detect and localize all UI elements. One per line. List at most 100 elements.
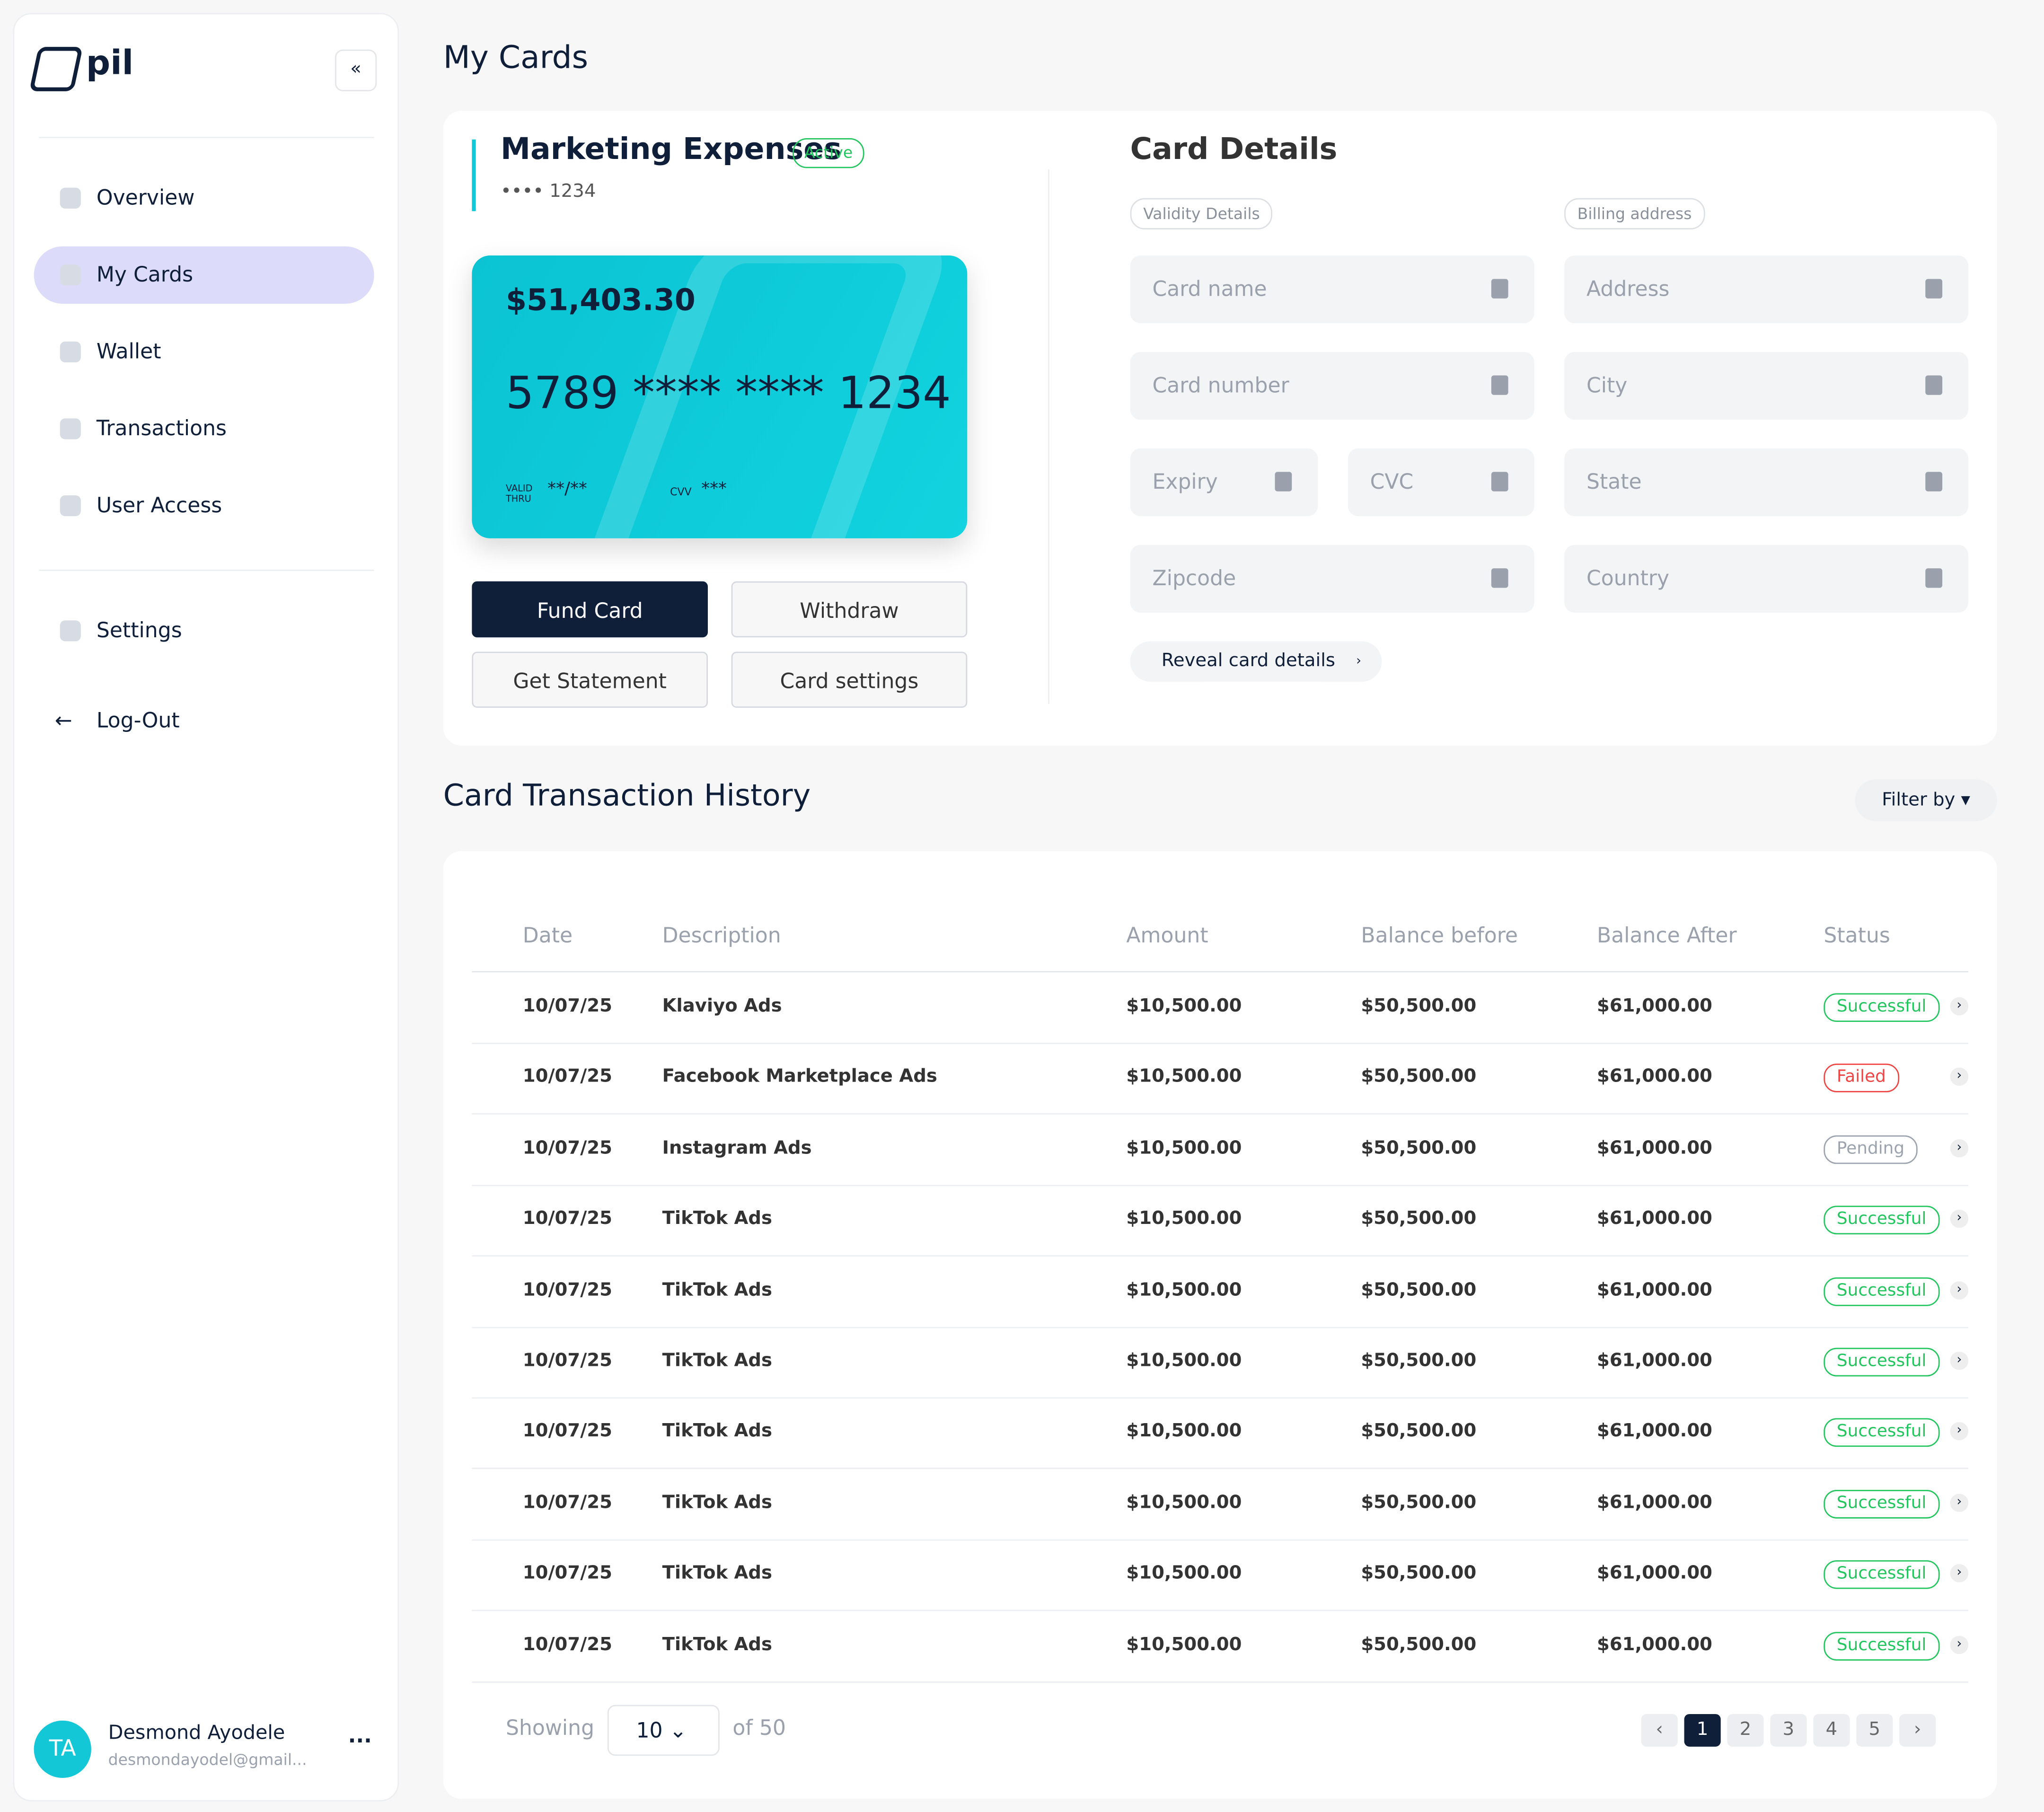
table-cell: 10/07/25 xyxy=(522,1634,613,1655)
table-cell: $50,500.00 xyxy=(1361,1563,1477,1584)
copy-icon[interactable] xyxy=(1491,568,1508,588)
input-field[interactable]: CVC xyxy=(1348,448,1534,517)
row-arrow[interactable]: › xyxy=(1950,1281,1969,1299)
sidebar xyxy=(13,13,399,1802)
row-rule xyxy=(472,1043,1969,1044)
page-title: My Cards xyxy=(443,39,589,76)
copy-icon[interactable] xyxy=(1925,375,1943,395)
status-badge: Successful xyxy=(1824,1276,1939,1306)
table-cell: $10,500.00 xyxy=(1126,1279,1242,1301)
valid: **/** xyxy=(547,479,587,500)
nav-label: Transactions xyxy=(96,415,227,441)
page-size-select[interactable]: 10 ⌄ xyxy=(607,1705,720,1756)
reveal-button[interactable]: Reveal card details › xyxy=(1130,641,1383,682)
collapse-button[interactable]: « xyxy=(335,49,377,91)
table-cell: $10,500.00 xyxy=(1126,1634,1242,1655)
next-page[interactable]: › xyxy=(1899,1714,1936,1747)
copy-icon[interactable] xyxy=(1925,472,1943,492)
page-button[interactable]: 2 xyxy=(1727,1714,1764,1747)
table-cell: TikTok Ads xyxy=(662,1421,772,1443)
reveal-label: Reveal card details xyxy=(1161,650,1336,671)
status-badge: Successful xyxy=(1824,1489,1939,1519)
row-arrow[interactable]: › xyxy=(1950,1210,1969,1228)
action-button[interactable]: Card settings xyxy=(731,651,968,708)
input-field[interactable]: Card name xyxy=(1130,255,1534,324)
copy-icon[interactable] xyxy=(1491,375,1508,395)
input-field[interactable]: Expiry xyxy=(1130,448,1318,517)
copy-icon[interactable] xyxy=(1925,568,1943,588)
page-button[interactable]: 3 xyxy=(1770,1714,1807,1747)
table-cell: Klaviyo Ads xyxy=(662,995,782,1017)
table-cell: TikTok Ads xyxy=(662,1279,772,1301)
table-cell: $10,500.00 xyxy=(1126,1066,1242,1088)
row-rule xyxy=(472,1255,1969,1257)
copy-icon[interactable] xyxy=(1275,472,1292,492)
row-arrow[interactable]: › xyxy=(1950,1493,1969,1512)
copy-icon[interactable] xyxy=(1925,279,1943,299)
input-field[interactable]: Zipcode xyxy=(1130,545,1534,613)
status-badge: Failed xyxy=(1824,1064,1899,1093)
row-arrow[interactable]: › xyxy=(1950,1139,1969,1157)
nav-item[interactable]: User Access xyxy=(34,477,374,534)
table-cell: 10/07/25 xyxy=(522,995,613,1017)
input-field[interactable]: Address xyxy=(1564,255,1969,324)
input-field[interactable]: City xyxy=(1564,352,1969,420)
column-header: Amount xyxy=(1126,923,1208,948)
placeholder: State xyxy=(1586,469,1642,494)
placeholder: CVC xyxy=(1370,469,1414,494)
nav-item[interactable]: Wallet xyxy=(34,323,374,380)
nav-icon xyxy=(60,418,81,440)
nav-label: Overview xyxy=(96,185,195,210)
table-cell: $61,000.00 xyxy=(1596,1492,1713,1513)
page-button[interactable]: 5 xyxy=(1856,1714,1893,1747)
placeholder: Card number xyxy=(1152,372,1289,398)
table-cell: $10,500.00 xyxy=(1126,1137,1242,1159)
row-arrow[interactable]: › xyxy=(1950,1422,1969,1441)
user-name: Desmond Ayodele xyxy=(108,1720,285,1744)
row-arrow[interactable]: › xyxy=(1950,1635,1969,1654)
table-cell: $61,000.00 xyxy=(1596,995,1713,1017)
table-cell: $61,000.00 xyxy=(1596,1208,1713,1230)
user-email: desmondayodel@gmail... xyxy=(108,1750,307,1769)
table-cell: $10,500.00 xyxy=(1126,1350,1242,1372)
table-cell: TikTok Ads xyxy=(662,1563,772,1584)
copy-icon[interactable] xyxy=(1491,472,1508,492)
placeholder: Expiry xyxy=(1152,469,1218,494)
page-button[interactable]: 1 xyxy=(1684,1714,1721,1747)
table-cell: 10/07/25 xyxy=(522,1279,613,1301)
nav-item[interactable]: Overview xyxy=(34,169,374,227)
table-cell: $10,500.00 xyxy=(1126,995,1242,1017)
input-field[interactable]: State xyxy=(1564,448,1969,517)
row-arrow[interactable]: › xyxy=(1950,1068,1969,1087)
status-badge: Active xyxy=(793,138,864,168)
table-cell: $50,500.00 xyxy=(1361,1279,1477,1301)
table-panel xyxy=(443,851,1997,1799)
row-rule xyxy=(472,1680,1969,1682)
row-arrow[interactable]: › xyxy=(1950,1352,1969,1370)
input-field[interactable]: Card number xyxy=(1130,352,1534,420)
table-cell: $50,500.00 xyxy=(1361,1066,1477,1088)
nav-item[interactable]: Settings xyxy=(34,602,374,660)
copy-icon[interactable] xyxy=(1491,279,1508,299)
page-button[interactable]: 4 xyxy=(1813,1714,1850,1747)
nav-item[interactable]: ← Log-Out xyxy=(54,708,180,733)
divider xyxy=(1048,169,1049,704)
row-arrow[interactable]: › xyxy=(1950,1564,1969,1583)
filter-button[interactable]: Filter by ▾ xyxy=(1855,779,1997,821)
filter-label: Filter by xyxy=(1882,790,1956,811)
table-cell: $50,500.00 xyxy=(1361,1634,1477,1655)
divider xyxy=(39,137,374,139)
nav-item[interactable]: Transactions xyxy=(34,400,374,457)
more-button[interactable]: ··· xyxy=(348,1728,372,1753)
action-button[interactable]: Get Statement xyxy=(472,651,708,708)
row-rule xyxy=(472,1113,1969,1115)
table-cell: TikTok Ads xyxy=(662,1634,772,1655)
cvv-label: CVV xyxy=(670,486,692,498)
input-field[interactable]: Country xyxy=(1564,545,1969,613)
action-button[interactable]: Withdraw xyxy=(731,581,968,638)
history-title: Card Transaction History xyxy=(443,779,811,814)
nav-item[interactable]: My Cards xyxy=(34,246,374,304)
row-arrow[interactable]: › xyxy=(1950,997,1969,1016)
action-button[interactable]: Fund Card xyxy=(472,581,708,638)
prev-page[interactable]: ‹ xyxy=(1641,1714,1678,1747)
